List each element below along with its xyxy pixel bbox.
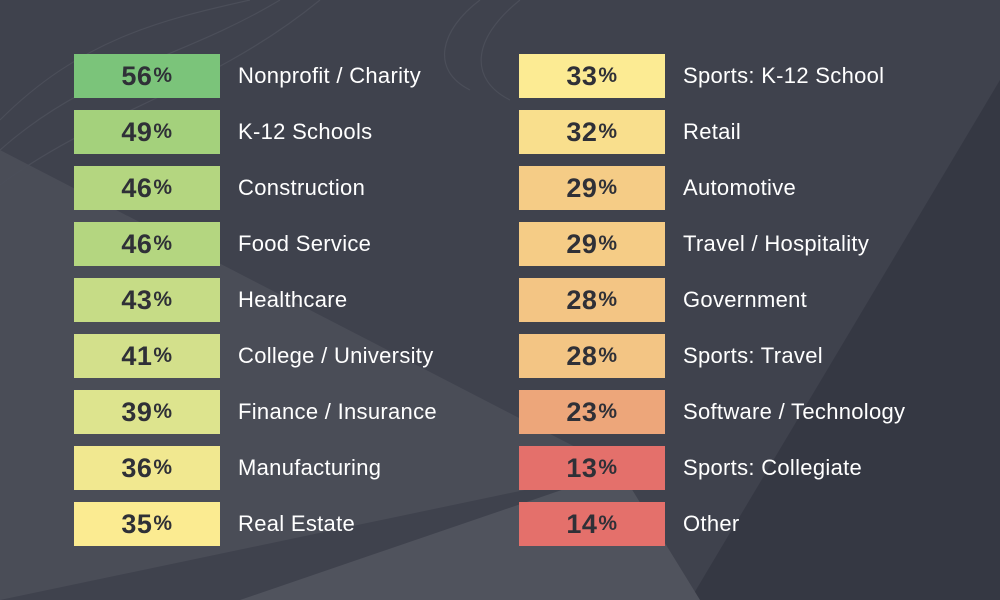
table-row: 32% Retail xyxy=(519,110,905,154)
value-badge: 35% xyxy=(74,502,220,546)
value-number: 46 xyxy=(121,172,153,203)
category-label: Healthcare xyxy=(238,287,348,312)
value-badge: 56% xyxy=(74,54,220,98)
percent-sign: % xyxy=(153,288,173,311)
value-badge: 39% xyxy=(74,390,220,434)
table-row: 49% K-12 Schools xyxy=(74,110,437,154)
percent-sign: % xyxy=(598,512,618,535)
value-badge: 23% xyxy=(519,390,665,434)
category-label: Sports: Collegiate xyxy=(683,455,863,480)
value-badge: 14% xyxy=(519,502,665,546)
value-number: 29 xyxy=(566,172,598,203)
value-badge: 46% xyxy=(74,222,220,266)
table-row: 43% Healthcare xyxy=(74,278,437,322)
table-row: 29% Travel / Hospitality xyxy=(519,222,905,266)
table-row: 33% Sports: K-12 School xyxy=(519,54,905,98)
category-label: Other xyxy=(683,511,740,536)
value-number: 41 xyxy=(121,340,153,371)
percent-sign: % xyxy=(153,344,173,367)
percent-sign: % xyxy=(153,400,173,423)
value-badge: 46% xyxy=(74,166,220,210)
category-label: Manufacturing xyxy=(238,455,382,480)
value-number: 36 xyxy=(121,452,153,483)
percent-sign: % xyxy=(598,64,618,87)
table-row: 46% Food Service xyxy=(74,222,437,266)
percent-sign: % xyxy=(153,64,173,87)
category-label: Sports: K-12 School xyxy=(683,63,885,88)
value-badge: 49% xyxy=(74,110,220,154)
value-badge: 32% xyxy=(519,110,665,154)
value-badge: 28% xyxy=(519,334,665,378)
percent-sign: % xyxy=(153,456,173,479)
left-column: 56% Nonprofit / Charity 49% K-12 Schools 46%… xyxy=(74,54,437,558)
category-label: Travel / Hospitality xyxy=(683,231,870,256)
category-label: Real Estate xyxy=(238,511,356,536)
category-label: Finance / Insurance xyxy=(238,399,437,424)
table-row: 23% Software / Technology xyxy=(519,390,905,434)
percent-sign: % xyxy=(153,120,173,143)
category-label: K-12 Schools xyxy=(238,119,373,144)
value-number: 33 xyxy=(566,60,598,91)
value-number: 43 xyxy=(121,284,153,315)
value-number: 46 xyxy=(121,228,153,259)
value-number: 28 xyxy=(566,340,598,371)
value-badge: 36% xyxy=(74,446,220,490)
value-number: 13 xyxy=(566,452,598,483)
value-number: 14 xyxy=(566,508,598,539)
value-badge: 29% xyxy=(519,222,665,266)
percent-sign: % xyxy=(598,400,618,423)
value-badge: 28% xyxy=(519,278,665,322)
percent-sign: % xyxy=(598,456,618,479)
value-badge: 29% xyxy=(519,166,665,210)
table-row: 39% Finance / Insurance xyxy=(74,390,437,434)
table-row: 41% College / University xyxy=(74,334,437,378)
bg-darker-wedge xyxy=(690,80,1000,600)
table-row: 13% Sports: Collegiate xyxy=(519,446,905,490)
table-row: 35% Real Estate xyxy=(74,502,437,546)
value-badge: 43% xyxy=(74,278,220,322)
value-number: 35 xyxy=(121,508,153,539)
category-label: Construction xyxy=(238,175,366,200)
table-row: 36% Manufacturing xyxy=(74,446,437,490)
value-badge: 33% xyxy=(519,54,665,98)
percent-sign: % xyxy=(598,288,618,311)
percent-sign: % xyxy=(153,232,173,255)
percent-sign: % xyxy=(153,176,173,199)
percent-sign: % xyxy=(598,176,618,199)
category-label: Food Service xyxy=(238,231,372,256)
value-number: 39 xyxy=(121,396,153,427)
table-row: 29% Automotive xyxy=(519,166,905,210)
value-number: 23 xyxy=(566,396,598,427)
percent-sign: % xyxy=(598,344,618,367)
category-label: College / University xyxy=(238,343,434,368)
value-badge: 41% xyxy=(74,334,220,378)
value-number: 49 xyxy=(121,116,153,147)
value-number: 29 xyxy=(566,228,598,259)
table-row: 28% Government xyxy=(519,278,905,322)
category-label: Government xyxy=(683,287,808,312)
category-label: Sports: Travel xyxy=(683,343,823,368)
value-number: 28 xyxy=(566,284,598,315)
category-label: Retail xyxy=(683,119,742,144)
percent-sign: % xyxy=(598,232,618,255)
percent-sign: % xyxy=(153,512,173,535)
value-number: 32 xyxy=(566,116,598,147)
value-badge: 13% xyxy=(519,446,665,490)
table-row: 28% Sports: Travel xyxy=(519,334,905,378)
table-row: 56% Nonprofit / Charity xyxy=(74,54,437,98)
category-label: Software / Technology xyxy=(683,399,906,424)
right-column: 33% Sports: K-12 School 32% Retail 29% Automo… xyxy=(519,54,905,558)
category-label: Nonprofit / Charity xyxy=(238,63,421,88)
table-row: 46% Construction xyxy=(74,166,437,210)
percent-sign: % xyxy=(598,120,618,143)
table-row: 14% Other xyxy=(519,502,905,546)
value-number: 56 xyxy=(121,60,153,91)
category-label: Automotive xyxy=(683,175,797,200)
